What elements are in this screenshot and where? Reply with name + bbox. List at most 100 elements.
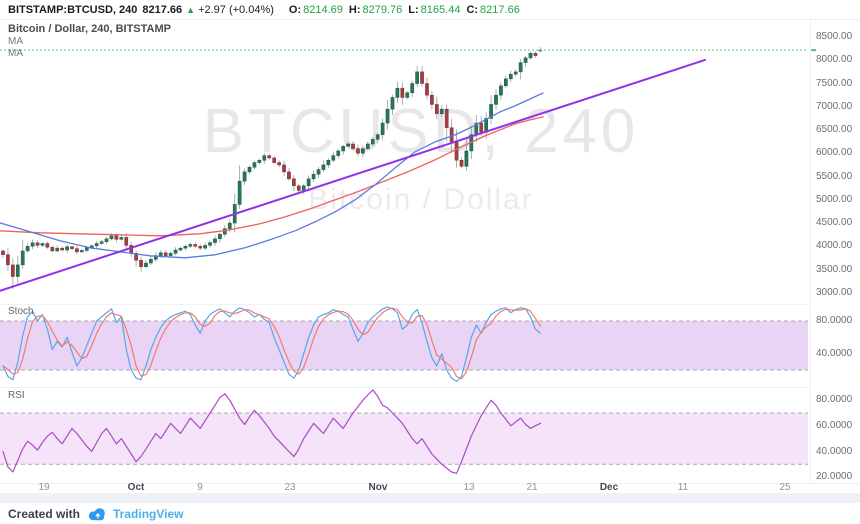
close-value: 8217.66	[480, 3, 520, 16]
high-value: 8279.76	[362, 3, 403, 16]
candle-up	[415, 71, 419, 84]
candle-down	[454, 141, 459, 161]
candle-up	[223, 228, 227, 235]
candle-up	[94, 243, 99, 247]
candle-up	[168, 253, 173, 256]
candle-down	[449, 127, 454, 142]
candle-up	[104, 238, 109, 242]
candle-up	[494, 94, 498, 105]
candle-up	[173, 249, 178, 254]
candle-down	[400, 87, 405, 98]
rsi-label[interactable]: RSI	[8, 390, 25, 401]
symbol-name[interactable]: BITSTAMP:BTCUSD, 240	[8, 3, 138, 16]
candle-down	[479, 122, 484, 133]
candle-down	[114, 235, 119, 240]
candle-up	[158, 252, 163, 256]
attribution-footer: Created with TradingView	[8, 503, 183, 524]
candle-up	[346, 143, 350, 147]
candle-up	[375, 134, 380, 140]
candle-down	[75, 248, 79, 253]
candle-up	[504, 78, 508, 87]
candle-up	[523, 57, 528, 63]
legend-ma-1[interactable]: MA	[8, 36, 23, 47]
legend-title[interactable]: Bitcoin / Dollar, 240, BITSTAMP	[8, 23, 171, 35]
candle-down	[45, 243, 50, 248]
candle-up	[336, 150, 341, 156]
candle-up	[464, 150, 469, 167]
up-arrow-icon: ▲	[186, 4, 196, 15]
tradingview-link[interactable]: TradingView	[113, 506, 184, 521]
candle-down	[287, 171, 291, 180]
candle-up	[25, 246, 30, 252]
legend-ma-2[interactable]: MA	[8, 48, 23, 59]
candle-down	[292, 178, 296, 187]
candle-up	[183, 246, 188, 249]
candle-down	[134, 253, 138, 261]
price-change: +2.97 (+0.04%)	[198, 3, 274, 16]
candle-down	[1, 250, 5, 255]
candle-up	[144, 262, 148, 268]
last-price-axis-tick	[810, 49, 816, 52]
candle-up	[227, 222, 232, 229]
candle-up	[208, 242, 212, 246]
candle-down	[444, 108, 449, 128]
candle-down	[296, 185, 301, 191]
candle-up	[405, 92, 410, 98]
created-with-text: Created with	[8, 506, 81, 521]
candle-up	[390, 97, 395, 110]
candle-up	[20, 250, 25, 266]
candle-up	[30, 242, 35, 247]
candle-down	[434, 104, 439, 114]
bottom-strip	[0, 493, 860, 503]
close-label: C:	[466, 3, 479, 16]
candle-up	[311, 173, 316, 180]
candle-up	[410, 83, 415, 94]
candle-down	[282, 164, 286, 173]
candle-down	[430, 94, 434, 105]
candle-down	[11, 264, 15, 277]
trendline[interactable]	[0, 58, 706, 292]
ma-red-line	[0, 116, 544, 237]
candle-up	[361, 148, 365, 154]
stoch-k-line	[2, 306, 542, 382]
candle-up	[370, 139, 375, 145]
candle-up	[247, 166, 252, 173]
candle-up	[513, 71, 518, 75]
candle-up	[65, 246, 69, 251]
axis-separator	[810, 20, 811, 483]
candle-up	[306, 178, 311, 187]
candle-up	[203, 245, 207, 249]
candle-down	[60, 247, 65, 251]
rsi-panel-separator	[0, 387, 810, 388]
candle-up	[242, 171, 247, 182]
stoch-d-line	[2, 307, 542, 380]
stoch-label[interactable]: Stoch	[8, 306, 34, 317]
candle-up	[518, 62, 523, 73]
candle-up	[321, 164, 326, 170]
candle-down	[124, 237, 129, 246]
candle-up	[188, 244, 193, 247]
candle-up	[55, 247, 60, 252]
candle-up	[213, 238, 217, 243]
candle-up	[331, 155, 336, 161]
candle-up	[178, 247, 183, 251]
high-label: H:	[348, 3, 361, 16]
low-label: L:	[408, 3, 419, 16]
candle-down	[139, 259, 143, 268]
candle-up	[499, 85, 503, 96]
candle-down	[459, 159, 464, 167]
candle-up	[15, 264, 20, 277]
candle-down	[272, 157, 276, 163]
candle-up	[385, 108, 390, 124]
candle-down	[198, 246, 203, 249]
tradingview-logo-icon[interactable]	[87, 507, 108, 521]
candle-down	[277, 162, 281, 166]
chart-legend: Bitcoin / Dollar, 240, BITSTAMP MA MA	[8, 23, 171, 60]
candle-up	[237, 180, 242, 205]
candle-up	[262, 155, 267, 161]
rsi-line	[2, 389, 542, 474]
candle-up	[252, 162, 257, 168]
open-label: O:	[288, 3, 302, 16]
